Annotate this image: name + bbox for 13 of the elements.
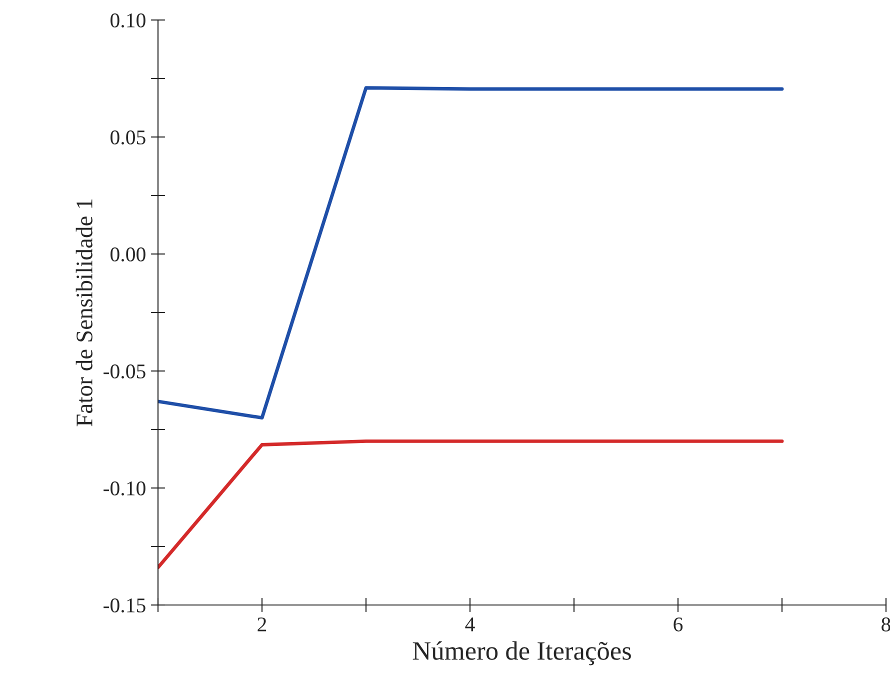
x-axis-title: Número de Iterações bbox=[412, 641, 631, 666]
x-tick-label: 6 bbox=[674, 617, 683, 632]
x-tick-label: 2 bbox=[258, 617, 266, 632]
x-tick-label: 4 bbox=[465, 618, 475, 632]
y-tick-label: -0.15 bbox=[104, 598, 146, 613]
y-axis-title: Fator de Sensibilidade 1 bbox=[76, 199, 92, 426]
x-tick-label: 8 bbox=[882, 617, 890, 632]
y-tick-label: 0.10 bbox=[110, 13, 146, 28]
y-tick-label: 0.00 bbox=[110, 247, 146, 262]
y-tick-label: -0.05 bbox=[104, 364, 146, 379]
y-tick-label: -0.10 bbox=[104, 481, 146, 496]
y-tick-label: 0.05 bbox=[110, 130, 146, 145]
line-series bbox=[158, 86, 784, 420]
